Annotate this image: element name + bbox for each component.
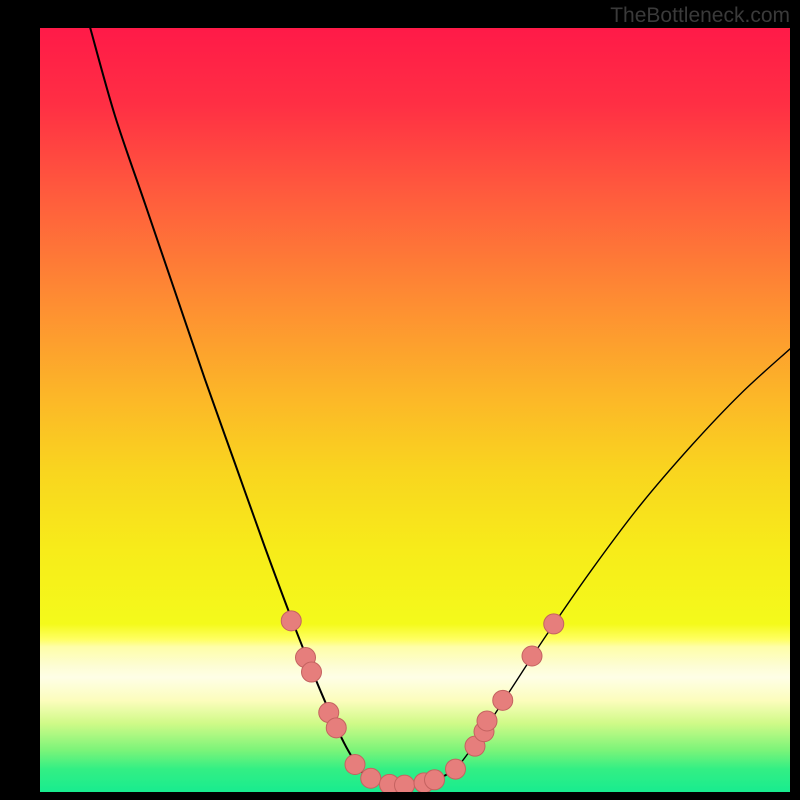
data-point [361, 768, 381, 788]
data-point [395, 775, 415, 792]
data-point [446, 759, 466, 779]
plot-svg [40, 28, 790, 792]
gradient-background [40, 28, 790, 792]
data-point [522, 646, 542, 666]
data-point [477, 711, 497, 731]
data-point [326, 718, 346, 738]
data-point [425, 770, 445, 790]
data-point [493, 690, 513, 710]
plot-area [40, 28, 790, 792]
data-point [345, 755, 365, 775]
data-point [302, 662, 322, 682]
data-point [544, 614, 564, 634]
watermark: TheBottleneck.com [610, 4, 790, 28]
chart-stage: TheBottleneck.com [0, 0, 800, 800]
data-point [281, 611, 301, 631]
